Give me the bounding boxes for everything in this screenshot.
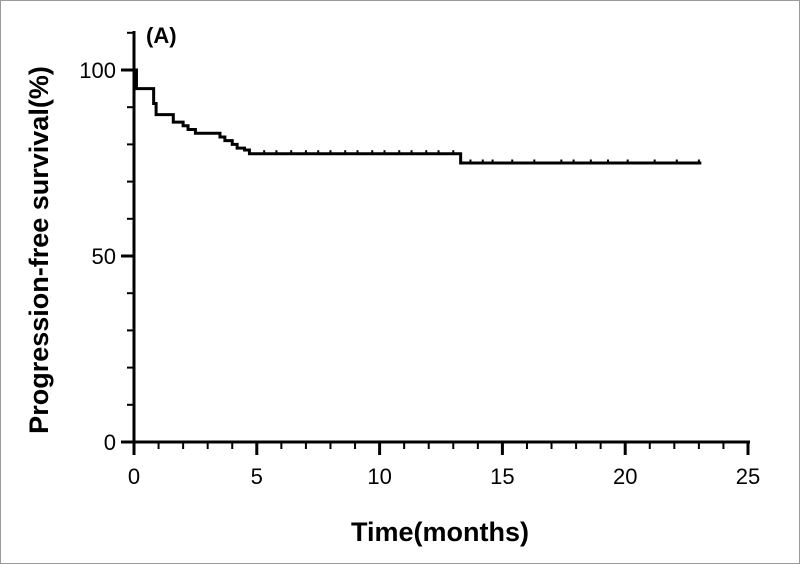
x-tick-label: 10 [367, 464, 391, 489]
x-tick-label: 20 [613, 464, 637, 489]
x-tick-label: 25 [736, 464, 760, 489]
axes: 0 5 10 15 20 25 0 50 100 [79, 31, 760, 489]
y-tick-label: 100 [79, 58, 116, 83]
y-axis-title: Progression-free survival(%) [24, 66, 54, 434]
survival-step-line [134, 68, 702, 165]
y-tick-label: 0 [104, 430, 116, 455]
y-tick-label: 50 [92, 244, 116, 269]
survival-curve-group [134, 68, 702, 165]
x-tick-label: 5 [251, 464, 263, 489]
panel-label: (A) [146, 23, 177, 48]
censor-marks [263, 150, 700, 163]
x-tick-label: 0 [128, 464, 140, 489]
x-axis-title: Time(months) [351, 517, 529, 547]
x-tick-label: 15 [490, 464, 514, 489]
